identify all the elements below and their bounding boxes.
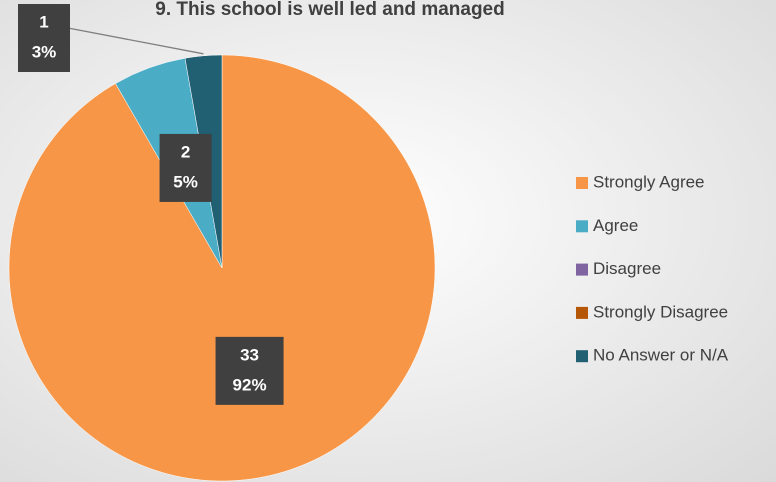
data-label-count: 2 xyxy=(181,142,190,161)
legend-swatch xyxy=(576,306,588,319)
legend-label: Strongly Agree xyxy=(593,172,705,191)
data-label-count: 33 xyxy=(240,345,259,364)
legend-label: Strongly Disagree xyxy=(593,302,728,321)
data-label-box xyxy=(215,336,284,405)
leader-line xyxy=(67,27,204,55)
legend-swatch xyxy=(576,177,588,189)
legend-swatch xyxy=(576,350,588,363)
legend-swatch xyxy=(576,263,588,276)
legend-swatch xyxy=(576,220,588,233)
data-label-box xyxy=(159,133,212,202)
chart-title: 9. This school is well led and managed xyxy=(155,0,504,20)
data-label-count: 1 xyxy=(39,12,48,31)
data-label-percent: 3% xyxy=(32,42,57,61)
legend-label: No Answer or N/A xyxy=(593,346,729,365)
legend-label: Agree xyxy=(593,216,638,235)
data-label-percent: 92% xyxy=(233,375,267,394)
data-label-percent: 5% xyxy=(173,172,198,191)
data-label-box xyxy=(18,4,70,72)
legend-label: Disagree xyxy=(593,259,661,278)
